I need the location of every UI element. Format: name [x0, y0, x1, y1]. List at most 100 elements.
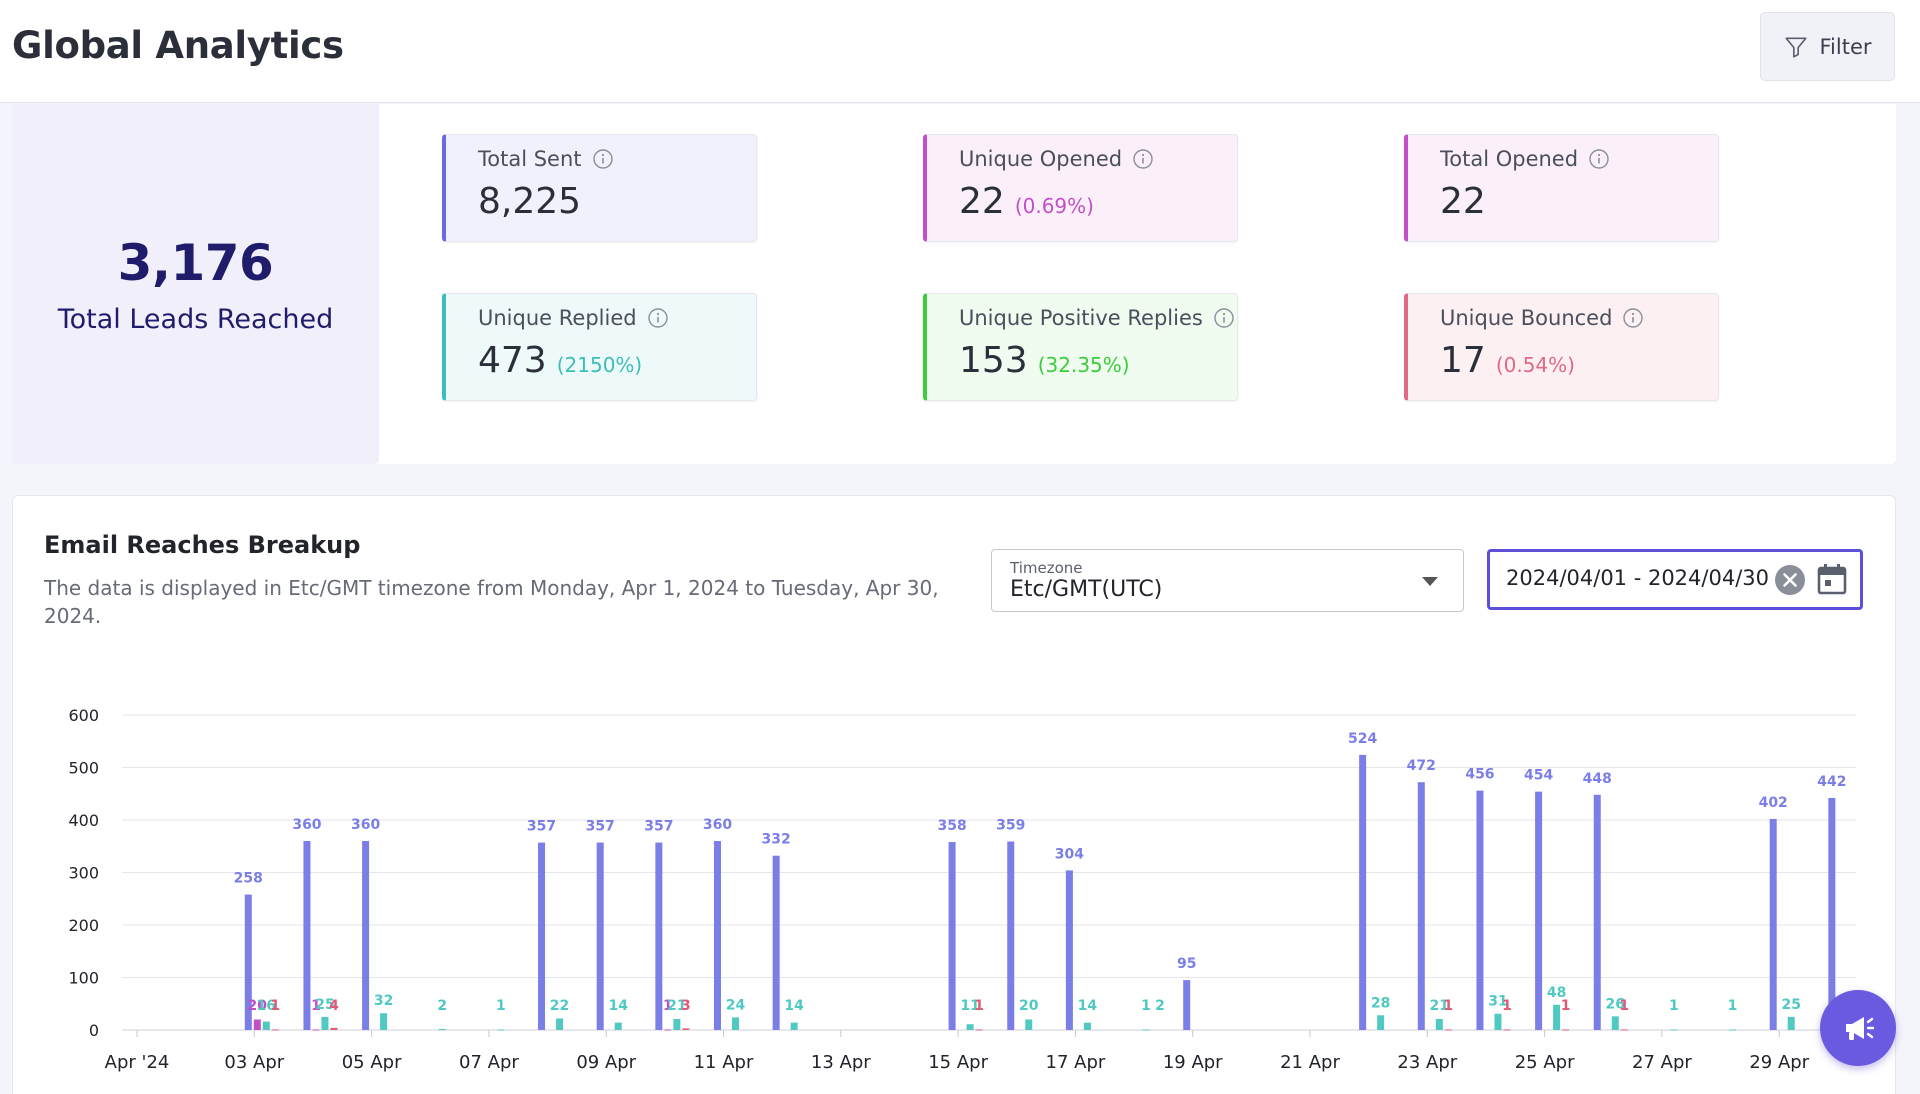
bar-sent — [1183, 980, 1191, 1030]
info-icon[interactable] — [592, 148, 614, 170]
info-icon[interactable] — [1622, 307, 1644, 329]
data-label-replied: 21 — [1430, 998, 1449, 1014]
data-label-replied: 48 — [1547, 985, 1566, 1001]
data-label-replied: 1 — [1728, 998, 1738, 1014]
y-tick-label: 500 — [68, 759, 99, 778]
bar-sent — [362, 841, 370, 1030]
data-label-sent: 357 — [527, 819, 556, 835]
data-label-sent: 360 — [351, 817, 380, 833]
x-tick-label: 15 Apr — [928, 1052, 988, 1073]
stat-label: Unique Bounced — [1440, 306, 1613, 330]
top-bar: Global Analytics Filter — [0, 0, 1920, 103]
announcement-button[interactable] — [1820, 990, 1896, 1066]
filter-button[interactable]: Filter — [1760, 12, 1895, 81]
x-tick-label: 21 Apr — [1280, 1052, 1340, 1073]
data-label-sent: 304 — [1055, 846, 1084, 862]
bar-sent — [1476, 790, 1484, 1030]
x-tick-label: 11 Apr — [694, 1052, 754, 1073]
total-leads-card: 3,176 Total Leads Reached — [12, 104, 379, 464]
unique-replied-card: Unique Replied 473 (2150%) — [442, 293, 757, 401]
page-title: Global Analytics — [12, 24, 344, 67]
info-icon[interactable] — [1588, 148, 1610, 170]
data-label-sent: 360 — [703, 817, 732, 833]
stat-value: 17 — [1440, 340, 1486, 381]
stat-label: Unique Opened — [959, 147, 1123, 171]
info-icon[interactable] — [1213, 307, 1235, 329]
bar-sent — [1769, 818, 1777, 1030]
chart-description: The data is displayed in Etc/GMT timezon… — [44, 576, 939, 628]
stat-label: Total Opened — [1440, 147, 1579, 171]
stat-label: Unique Positive Replies — [959, 306, 1203, 330]
calendar-icon[interactable] — [1816, 562, 1848, 596]
x-tick-label: Apr '24 — [105, 1052, 170, 1073]
bar-replied — [732, 1017, 739, 1030]
bar-replied — [1025, 1019, 1033, 1030]
bar-sent — [1065, 870, 1073, 1030]
data-label-sent: 402 — [1759, 795, 1788, 811]
x-tick-label: 19 Apr — [1163, 1052, 1223, 1073]
bar-replied — [262, 1021, 270, 1030]
info-icon[interactable] — [1132, 148, 1154, 170]
unique-positive-replies-card: Unique Positive Replies 153 (32.35%) — [923, 293, 1238, 401]
bar-sent — [303, 841, 311, 1030]
bar-sent — [538, 842, 546, 1030]
bar-sent — [714, 841, 721, 1030]
x-tick-label: 17 Apr — [1046, 1052, 1106, 1073]
data-label-replied: 21 — [667, 998, 686, 1014]
x-tick-label: 27 Apr — [1632, 1052, 1692, 1073]
data-label-replied: 25 — [1781, 997, 1800, 1013]
y-tick-label: 100 — [68, 969, 99, 988]
clear-circle-icon[interactable] — [1774, 564, 1806, 596]
data-label-sent: 357 — [644, 819, 673, 835]
bar-sent — [1593, 794, 1601, 1030]
data-label-sent: 442 — [1817, 774, 1846, 790]
data-label-replied: 2 — [1155, 998, 1165, 1014]
bar-sent — [1535, 791, 1543, 1030]
x-tick-label: 13 Apr — [811, 1052, 871, 1073]
data-label-replied: 31 — [1488, 994, 1507, 1010]
bar-bounced — [682, 1028, 690, 1030]
chevron-down-icon — [1422, 577, 1438, 586]
timezone-select[interactable]: Timezone Etc/GMT(UTC) — [991, 549, 1464, 612]
bar-sent — [596, 842, 604, 1030]
stat-value: 22 — [959, 181, 1005, 222]
x-tick-label: 29 Apr — [1749, 1052, 1809, 1073]
data-label-opened: 1 — [663, 998, 673, 1014]
stat-percentage: (32.35%) — [1037, 353, 1130, 377]
stats-panel: 3,176 Total Leads Reached Total Sent 8,22… — [12, 104, 1896, 464]
bar-bounced — [271, 1029, 279, 1031]
data-label-sent: 454 — [1524, 768, 1553, 784]
y-tick-label: 200 — [68, 916, 99, 935]
y-tick-label: 0 — [89, 1021, 99, 1040]
bar-replied — [1377, 1015, 1385, 1030]
bar-replied — [321, 1016, 329, 1030]
data-label-replied: 1 — [1669, 998, 1679, 1014]
data-label-replied: 26 — [1606, 996, 1625, 1012]
stat-value: 153 — [959, 340, 1028, 381]
data-label-sent: 472 — [1407, 758, 1436, 774]
data-label-replied: 2 — [437, 998, 447, 1014]
bar-replied — [1787, 1016, 1795, 1030]
bar-sent — [1007, 841, 1015, 1030]
bar-bounced — [1620, 1029, 1628, 1031]
stat-percentage: (0.69%) — [1014, 194, 1094, 218]
data-label-bounced: 1 — [1502, 998, 1512, 1014]
stat-value: 8,225 — [478, 181, 582, 222]
data-label-replied: 25 — [315, 997, 334, 1013]
data-label-replied: 14 — [784, 998, 804, 1014]
data-label-replied: 14 — [1078, 998, 1098, 1014]
bar-replied — [556, 1018, 564, 1030]
stat-value: 473 — [478, 340, 547, 381]
bar-sent — [1417, 782, 1425, 1030]
x-tick-label: 09 Apr — [576, 1052, 636, 1073]
info-icon[interactable] — [647, 307, 669, 329]
timezone-value: Etc/GMT(UTC) — [1010, 577, 1163, 602]
total-leads-value: 3,176 — [117, 233, 274, 292]
data-label-sent: 357 — [586, 819, 615, 835]
date-range-input[interactable]: 2024/04/01 - 2024/04/30 — [1487, 549, 1863, 610]
date-range-value: 2024/04/01 - 2024/04/30 — [1506, 566, 1768, 590]
unique-opened-card: Unique Opened 22 (0.69%) — [923, 134, 1238, 242]
filter-label: Filter — [1819, 34, 1872, 59]
stat-value: 22 — [1440, 181, 1486, 222]
y-tick-label: 600 — [68, 706, 99, 725]
